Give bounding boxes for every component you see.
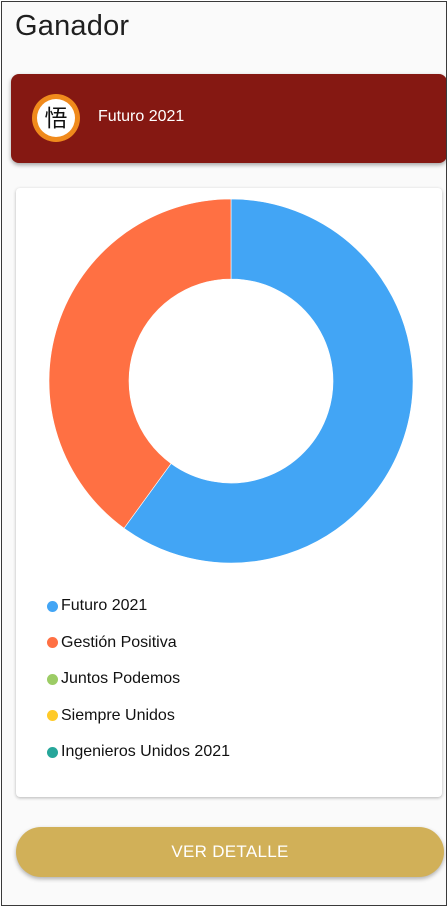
view-detail-button[interactable]: VER DETALLE <box>16 827 444 877</box>
logo-glyph: 悟 <box>45 106 68 132</box>
legend-dot <box>47 637 58 649</box>
donut-slice-0[interactable] <box>123 198 414 564</box>
legend-dot <box>47 746 58 758</box>
donut-chart <box>48 198 414 564</box>
legend-dot <box>47 710 58 722</box>
legend-label: Siempre Unidos <box>61 706 175 724</box>
legend-dot <box>47 600 58 612</box>
winner-name: Futuro 2021 <box>98 108 185 125</box>
winner-banner[interactable]: 悟 Futuro 2021 <box>11 74 446 163</box>
legend-item[interactable]: Futuro 2021 <box>47 588 230 625</box>
legend-item[interactable]: Juntos Podemos <box>47 661 230 698</box>
legend-dot <box>47 673 58 685</box>
legend-label: Ingenieros Unidos 2021 <box>61 743 231 761</box>
legend-item[interactable]: Siempre Unidos <box>47 698 230 735</box>
legend-label: Juntos Podemos <box>61 670 181 688</box>
donut-slice-1[interactable] <box>48 198 232 529</box>
kanji-emblem-icon: 悟 <box>32 94 80 142</box>
legend-item[interactable]: Gestión Positiva <box>47 625 230 662</box>
legend-label: Gestión Positiva <box>61 633 177 651</box>
legend-item[interactable]: Ingenieros Unidos 2021 <box>47 734 230 771</box>
page-title: Ganador <box>15 10 130 42</box>
results-chart-card: Futuro 2021 Gestión Positiva Juntos Podemo… <box>16 188 442 797</box>
chart-legend: Futuro 2021 Gestión Positiva Juntos Podemo… <box>47 588 230 771</box>
legend-label: Futuro 2021 <box>61 597 148 615</box>
